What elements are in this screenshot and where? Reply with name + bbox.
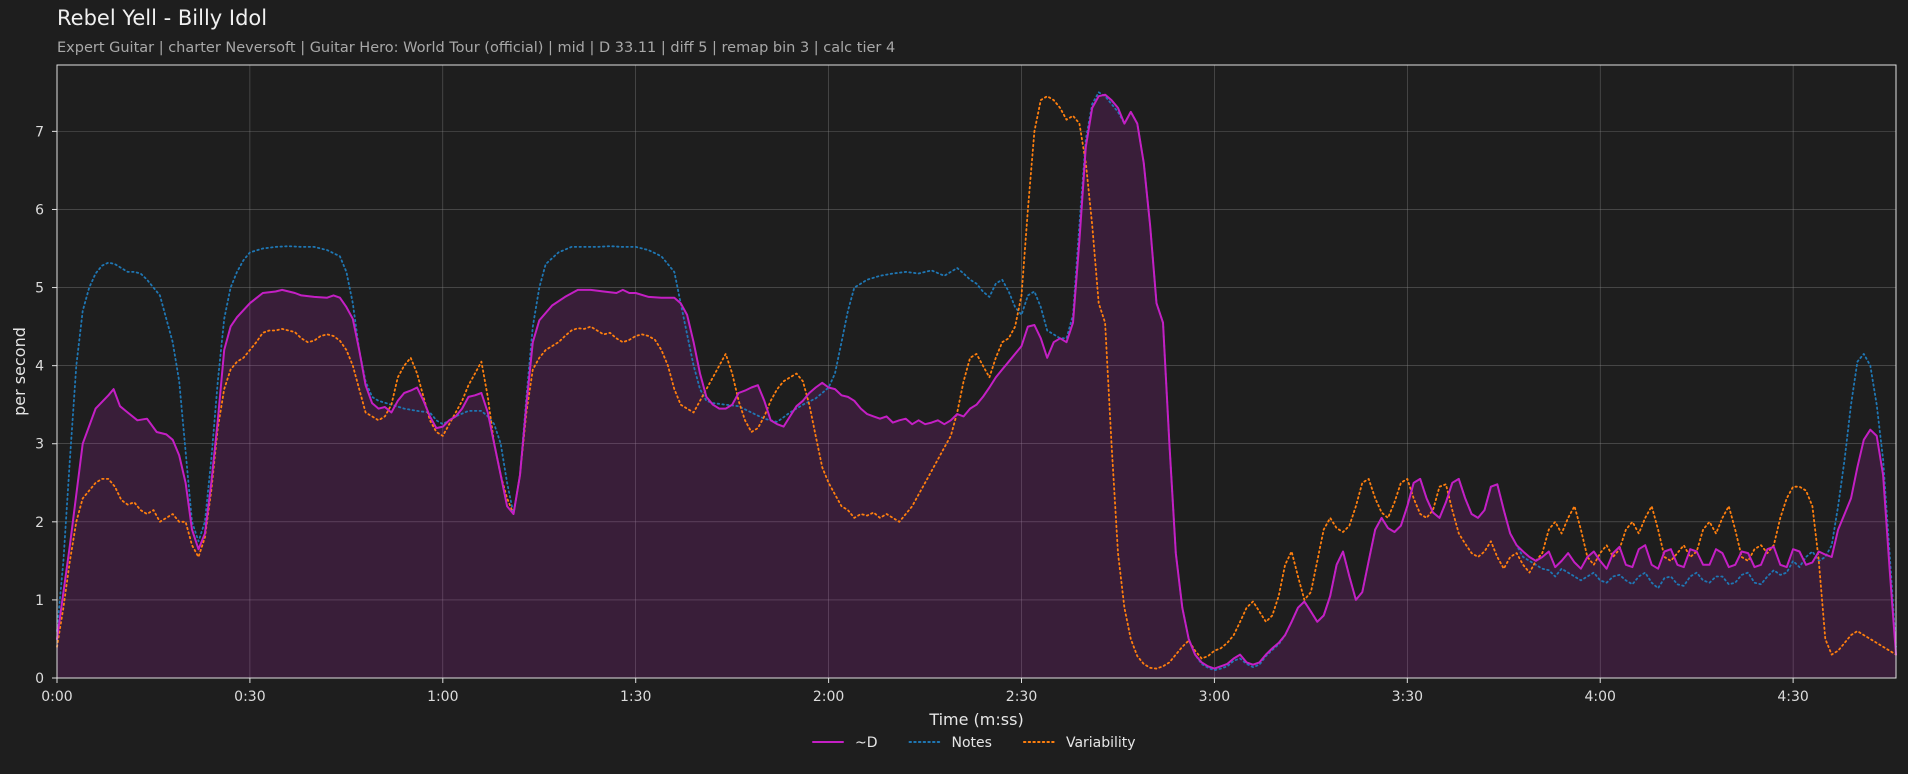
y-tick-label: 4 bbox=[35, 359, 44, 375]
y-tick-label: 5 bbox=[35, 281, 44, 297]
y-tick-label: 7 bbox=[35, 124, 44, 140]
y-axis-label: per second bbox=[10, 327, 29, 416]
x-tick-label: 0:30 bbox=[234, 689, 265, 705]
axis-ticks: 0:00 0:30 1:00 1:30 2:00 2:30 3:00 3:30 4:00 4:30… bbox=[35, 124, 1809, 705]
plot-frame bbox=[56, 64, 1897, 679]
x-tick-label: 3:00 bbox=[1199, 689, 1230, 705]
x-tick-label: 2:30 bbox=[1006, 689, 1037, 705]
legend-label: Variability bbox=[1066, 735, 1136, 751]
legend-label: Notes bbox=[952, 735, 992, 751]
series-line bbox=[56, 93, 1897, 670]
x-tick-label: 1:00 bbox=[427, 689, 458, 705]
y-tick-label: 2 bbox=[35, 515, 44, 531]
legend: ~D Notes Variability bbox=[812, 735, 1136, 751]
x-tick-label: 4:30 bbox=[1777, 689, 1808, 705]
x-axis-label: Time (m:ss) bbox=[928, 710, 1023, 729]
grid-lines bbox=[57, 65, 1896, 678]
chart-title: Rebel Yell - Billy Idol bbox=[57, 6, 268, 30]
y-tick-label: 0 bbox=[35, 671, 44, 687]
y-tick-label: 1 bbox=[35, 593, 44, 609]
y-tick-label: 3 bbox=[35, 437, 44, 453]
x-tick-label: 1:30 bbox=[620, 689, 651, 705]
series-line bbox=[56, 95, 1897, 670]
chart-subtitle: Expert Guitar | charter Neversoft | Guit… bbox=[57, 40, 896, 56]
legend-label: ~D bbox=[855, 735, 878, 751]
y-tick-label: 6 bbox=[35, 202, 44, 218]
series-area-fill bbox=[57, 94, 1896, 678]
series-line bbox=[56, 91, 1897, 672]
series-layer bbox=[56, 91, 1897, 678]
x-tick-label: 3:30 bbox=[1392, 689, 1423, 705]
x-tick-label: 0:00 bbox=[41, 689, 72, 705]
x-tick-label: 2:00 bbox=[813, 689, 844, 705]
x-tick-label: 4:00 bbox=[1584, 689, 1615, 705]
